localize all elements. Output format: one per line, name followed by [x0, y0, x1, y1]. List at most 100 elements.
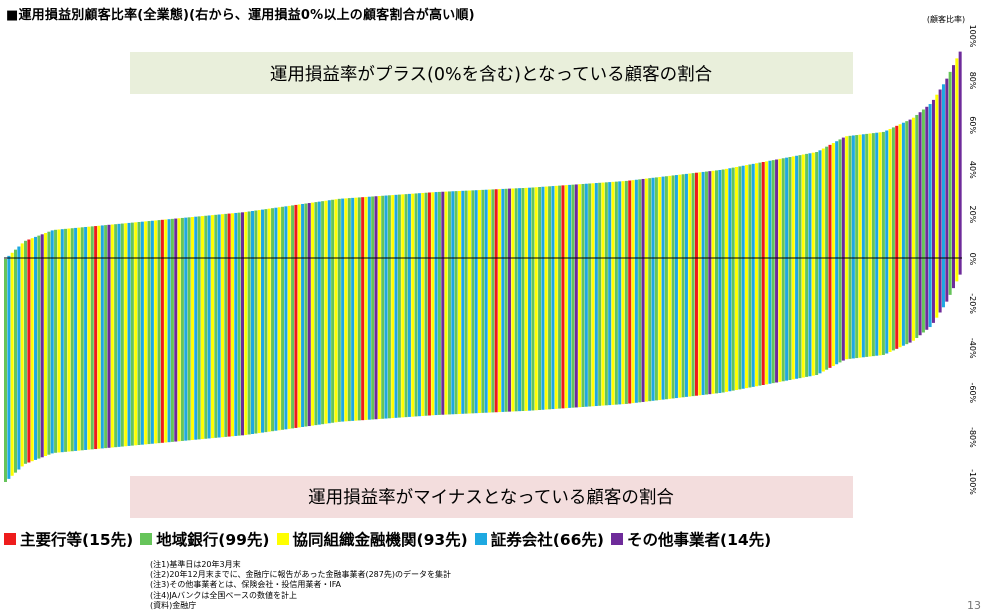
bar [457, 190, 461, 414]
bar [828, 144, 832, 368]
y-tick-label: -20% [968, 293, 977, 314]
bar [578, 184, 582, 408]
bar [427, 192, 431, 416]
bar [501, 188, 505, 412]
bar [431, 192, 435, 416]
bar [291, 205, 295, 429]
y-tick-label: 0% [968, 253, 977, 266]
bar [274, 207, 278, 431]
bar [644, 178, 648, 402]
bar [811, 152, 815, 376]
bar [414, 193, 418, 417]
bar [518, 188, 522, 412]
bar [220, 214, 224, 438]
bar [735, 166, 739, 390]
bar [24, 240, 28, 464]
bar [437, 191, 441, 415]
bar [548, 186, 552, 410]
bar [371, 196, 375, 420]
bar [464, 190, 468, 414]
bar [728, 168, 732, 392]
bar [317, 201, 321, 425]
bar [524, 187, 528, 411]
bar [908, 119, 912, 343]
bar [688, 173, 692, 397]
bar [745, 165, 749, 389]
bar [434, 192, 438, 416]
bar [134, 222, 138, 446]
footnotes: (注1)基準日は20年3月末 (注2)20年12月末までに、金融庁に報告があった金… [150, 560, 451, 611]
bar [391, 195, 395, 419]
bar [845, 136, 849, 360]
legend-label: 地域銀行(99先) [156, 531, 270, 549]
bar [671, 175, 675, 399]
legend-label: 協同組織金融機関(93先) [292, 531, 468, 549]
bar [344, 198, 348, 422]
legend: 主要行等(15先) 地域銀行(99先) 協同組織金融機関(93先) 証券会社(66先)… [4, 528, 778, 550]
bar [287, 205, 291, 429]
legend-item: 協同組織金融機関(93先) [276, 528, 468, 550]
bar [491, 189, 495, 413]
bar [281, 206, 285, 430]
bar [781, 158, 785, 382]
bars-group [4, 51, 962, 482]
y-tick-label: 20% [968, 206, 977, 224]
bar [477, 190, 481, 414]
bar [704, 171, 708, 395]
footnote-line: (注1)基準日は20年3月末 [150, 560, 241, 569]
bar [361, 197, 365, 421]
bar [114, 224, 118, 448]
bar [531, 187, 535, 411]
bar [858, 134, 862, 358]
page-title: ■運用損益別顧客比率(全業態)(右から、運用損益0%以上の顧客割合が高い順) [6, 8, 475, 23]
bar [534, 187, 538, 411]
bar [304, 203, 308, 427]
bar [898, 124, 902, 348]
bar [57, 229, 61, 453]
footnote-line: (資料)金融庁 [150, 600, 197, 610]
bar [895, 125, 899, 349]
bar [604, 182, 608, 406]
bar [124, 223, 128, 447]
bar [631, 180, 635, 404]
y-tick-label: -80% [968, 427, 977, 448]
bar [217, 214, 221, 438]
bar [911, 117, 915, 341]
legend-swatch [276, 533, 289, 545]
bar [554, 185, 558, 409]
bar [775, 159, 779, 383]
bar [311, 202, 315, 426]
bar [257, 210, 261, 434]
bar [958, 51, 962, 275]
bar [204, 215, 208, 439]
bar [84, 226, 88, 450]
bar [921, 109, 925, 333]
bar [741, 165, 745, 389]
bar [664, 176, 668, 400]
legend-item: 主要行等(15先) [4, 528, 133, 550]
bar [731, 167, 735, 391]
bar [377, 196, 381, 420]
bar [684, 173, 688, 397]
bar [918, 112, 922, 336]
bar [941, 84, 945, 308]
bar [628, 180, 632, 404]
bar [601, 182, 605, 406]
bar [494, 189, 498, 413]
bar [354, 197, 358, 421]
positive-ratio-box: 運用損益率がプラス(0%を含む)となっている顧客の割合 [130, 52, 853, 94]
bar [694, 172, 698, 396]
bar [758, 162, 762, 386]
bar [928, 104, 932, 328]
bar [871, 133, 875, 357]
bar [184, 217, 188, 441]
bar [634, 179, 638, 403]
bar [234, 212, 238, 436]
bar [50, 230, 54, 454]
bar [4, 259, 7, 482]
bar [237, 212, 241, 436]
bar [77, 227, 81, 451]
bar [424, 192, 428, 416]
bar [331, 199, 335, 423]
bar [10, 252, 14, 476]
